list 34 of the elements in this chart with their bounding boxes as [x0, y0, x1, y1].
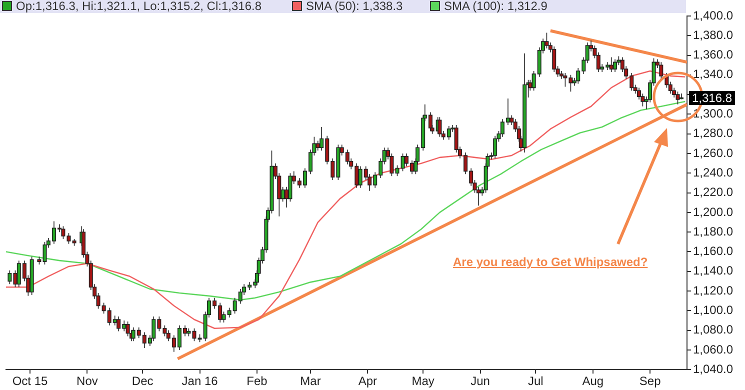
y-tick-label: 1,140.0: [693, 264, 734, 278]
y-tick-label: 1,340.0: [693, 67, 734, 82]
y-tick-label: 1,360.0: [693, 48, 734, 62]
x-tick-label: May: [412, 374, 434, 388]
y-tick-label: 1,400.0: [693, 8, 734, 22]
y-tick-label: 1,380.0: [693, 28, 734, 42]
x-tick-label: Feb: [246, 374, 268, 388]
y-tick-label: 1,080.0: [693, 322, 734, 337]
y-tick-label: 1,200.0: [693, 204, 734, 219]
x-tick-label: Jan 16: [182, 374, 218, 388]
y-tick-label: 1,040.0: [693, 362, 734, 376]
legend-label: SMA (50): 1,338.3: [305, 0, 403, 13]
x-tick-label: Mar: [300, 374, 321, 388]
y-tick-label: 1,220.0: [693, 185, 734, 200]
y-tick-label: 1,280.0: [693, 126, 734, 140]
x-tick-label: Aug: [582, 374, 604, 388]
y-tick-label: 1,260.0: [693, 146, 734, 160]
legend-label: SMA (100): 1,312.9: [443, 0, 548, 13]
x-tick-label: Sep: [639, 374, 662, 388]
x-tick-label: Oct 15: [12, 374, 48, 388]
x-tick-label: Jun: [470, 374, 490, 388]
y-tick-label: 1,240.0: [693, 165, 734, 180]
legend-label: Op:1,316.3, Hi:1,321.1, Lo:1,315.2, Cl:1,316.8: [15, 0, 262, 13]
y-tick-label: 1,120.0: [693, 283, 734, 298]
x-tick-label: Nov: [76, 374, 98, 388]
y-tick-label: 1,160.0: [693, 244, 734, 258]
x-tick-label: Apr: [358, 374, 378, 388]
text: 1,316.8: [689, 90, 736, 105]
annotation: Are you ready to Get Whipsawed?: [453, 255, 648, 269]
y-tick-label: 1,060.0: [693, 342, 734, 356]
y-tick-label: 1,180.0: [693, 224, 734, 238]
x-tick-label: Jul: [528, 374, 544, 388]
x-tick-label: Dec: [132, 374, 154, 388]
y-tick-label: 1,100.0: [693, 302, 734, 317]
